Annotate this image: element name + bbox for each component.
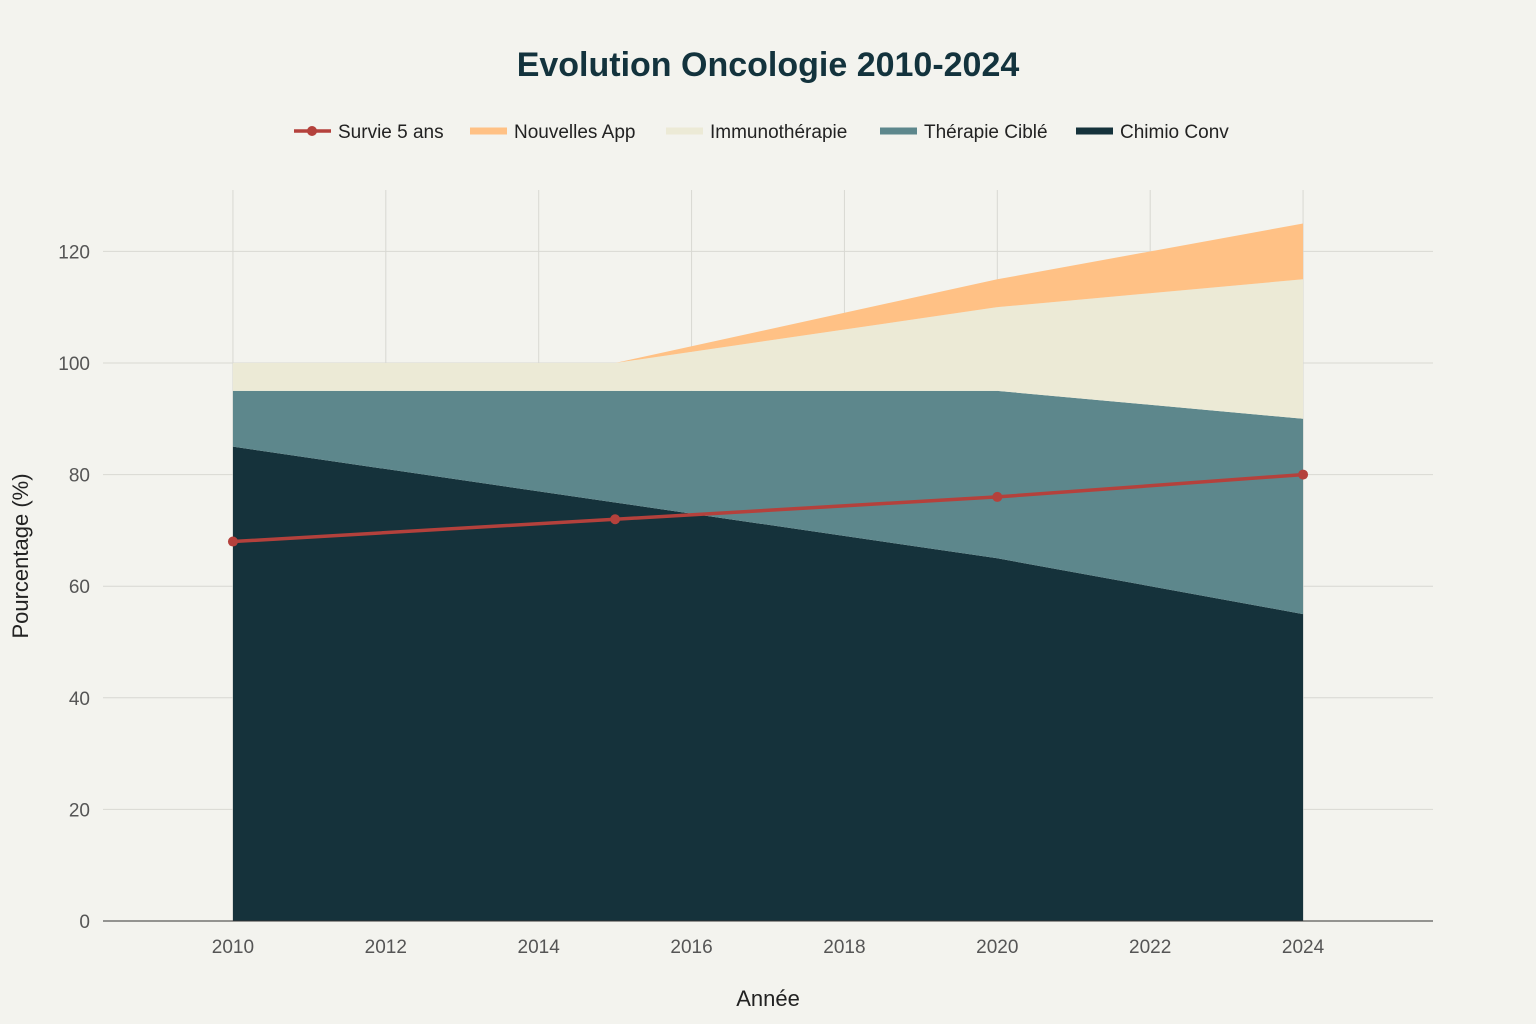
y-axis-label: Pourcentage (%) xyxy=(8,473,33,638)
survival-point xyxy=(227,536,238,547)
area-th-rapie-cibl- xyxy=(232,390,1304,615)
legend-marker xyxy=(307,126,317,136)
survival-line xyxy=(227,469,1309,547)
legend: Survie 5 ans Nouvelles App Immunothérapie T… xyxy=(294,122,1229,143)
survival-point xyxy=(1298,469,1309,480)
x-axis-label: Année xyxy=(736,986,800,1011)
y-tick-label: 0 xyxy=(79,912,90,933)
x-tick-label: 2020 xyxy=(976,937,1018,958)
legend-label: Immunothérapie xyxy=(710,122,847,143)
survival-line-path xyxy=(232,472,1304,544)
y-tick-label: 80 xyxy=(69,466,90,487)
x-tick-label: 2022 xyxy=(1129,937,1171,958)
legend-label: Chimio Conv xyxy=(1120,122,1229,143)
x-tick-label: 2014 xyxy=(518,937,561,958)
survival-point xyxy=(610,514,621,525)
area-chimio-conv xyxy=(232,446,1304,921)
x-tick-label: 2012 xyxy=(365,937,407,958)
legend-label: Survie 5 ans xyxy=(338,122,444,143)
y-tick-label: 100 xyxy=(58,354,90,375)
legend-label: Thérapie Ciblé xyxy=(924,122,1048,143)
areas xyxy=(232,223,1304,921)
y-tick-label: 40 xyxy=(69,689,90,710)
area-immunoth-rapie xyxy=(232,279,1304,419)
y-tick-label: 120 xyxy=(58,242,90,263)
x-tick-label: 2010 xyxy=(212,937,254,958)
chart-title: Evolution Oncologie 2010-2024 xyxy=(517,46,1020,84)
legend-label: Nouvelles App xyxy=(514,122,635,143)
x-tick-label: 2016 xyxy=(670,937,712,958)
y-tick-label: 60 xyxy=(69,577,90,598)
area-nouvelles-app xyxy=(232,223,1304,363)
survival-point xyxy=(992,491,1003,502)
x-tick-label: 2018 xyxy=(823,937,865,958)
x-tick-label: 2024 xyxy=(1282,937,1325,958)
y-tick-label: 20 xyxy=(69,800,90,821)
axes: 2010 2012 2014 2016 2018 2020 2022 2024 0 20 40 60 8… xyxy=(58,242,1433,958)
